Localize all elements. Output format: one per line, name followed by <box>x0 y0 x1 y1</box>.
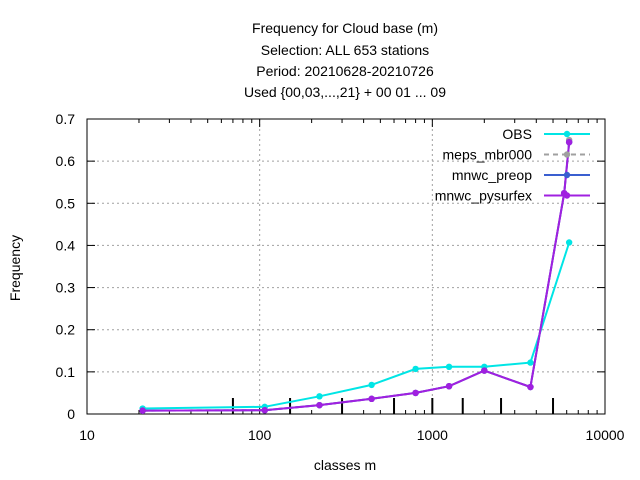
data-point <box>412 365 419 373</box>
title-line-3: Period: 20210628-20210726 <box>256 63 434 79</box>
title-line-4: Used {00,03,...,21} + 00 01 ... 09 <box>244 84 446 100</box>
legend-label-meps_mbr000: meps_mbr000 <box>443 147 533 163</box>
axes <box>86 118 606 415</box>
class-markers <box>231 398 555 414</box>
title-line-2: Selection: ALL 653 stations <box>261 42 429 58</box>
data-point <box>368 381 375 389</box>
data-point <box>316 393 323 400</box>
y-tick-label: 0.3 <box>56 280 76 296</box>
series-OBS <box>139 239 573 412</box>
y-tick-label: 0.6 <box>56 153 76 169</box>
y-tick-label: 0.7 <box>56 111 76 127</box>
data-point <box>565 138 573 146</box>
legend: OBS meps_mbr000 mnwc_preop mnwc_pysurfex <box>435 126 590 204</box>
y-tick-label: 0 <box>67 406 75 422</box>
legend-marker <box>563 171 571 179</box>
data-point <box>527 359 534 366</box>
x-tick-label: 1000 <box>417 427 448 443</box>
x-tick-label: 10 <box>79 427 95 443</box>
data-point <box>565 239 573 246</box>
data-point <box>445 363 453 370</box>
legend-marker <box>563 192 571 199</box>
series-line <box>142 142 571 412</box>
y-axis-label: Frequency <box>7 235 23 301</box>
data-point <box>316 401 323 409</box>
tick-labels: 0 0.1 0.2 0.3 0.4 0.5 0.6 0.7 10 100 1000 10000 <box>56 111 625 443</box>
legend-marker <box>563 151 571 158</box>
data-point <box>261 407 268 414</box>
x-tick-label: 10000 <box>586 427 625 443</box>
data-point <box>527 383 534 391</box>
y-tick-label: 0.1 <box>56 364 76 380</box>
legend-label-mnwc_preop: mnwc_preop <box>452 167 532 183</box>
series-line <box>142 242 571 410</box>
legend-label-OBS: OBS <box>502 126 532 142</box>
plot-frame <box>86 118 606 415</box>
data-point <box>412 389 419 397</box>
legend-label-mnwc_pysurfex: mnwc_pysurfex <box>435 188 532 204</box>
chart-title: Frequency for Cloud base (m) Selection: … <box>244 20 446 100</box>
data-point <box>445 382 453 390</box>
data-point <box>368 395 375 403</box>
title-line-1: Frequency for Cloud base (m) <box>252 20 438 36</box>
legend-marker <box>563 130 571 138</box>
y-tick-label: 0.2 <box>56 322 76 338</box>
series-mnwc_pysurfex <box>139 138 573 414</box>
series-group <box>139 136 573 414</box>
x-axis-label: classes m <box>314 457 376 473</box>
data-point <box>139 407 146 414</box>
y-tick-label: 0.4 <box>56 237 76 253</box>
y-tick-label: 0.5 <box>56 195 76 211</box>
data-point <box>481 367 488 374</box>
x-tick-label: 100 <box>248 427 272 443</box>
grid <box>87 119 605 414</box>
